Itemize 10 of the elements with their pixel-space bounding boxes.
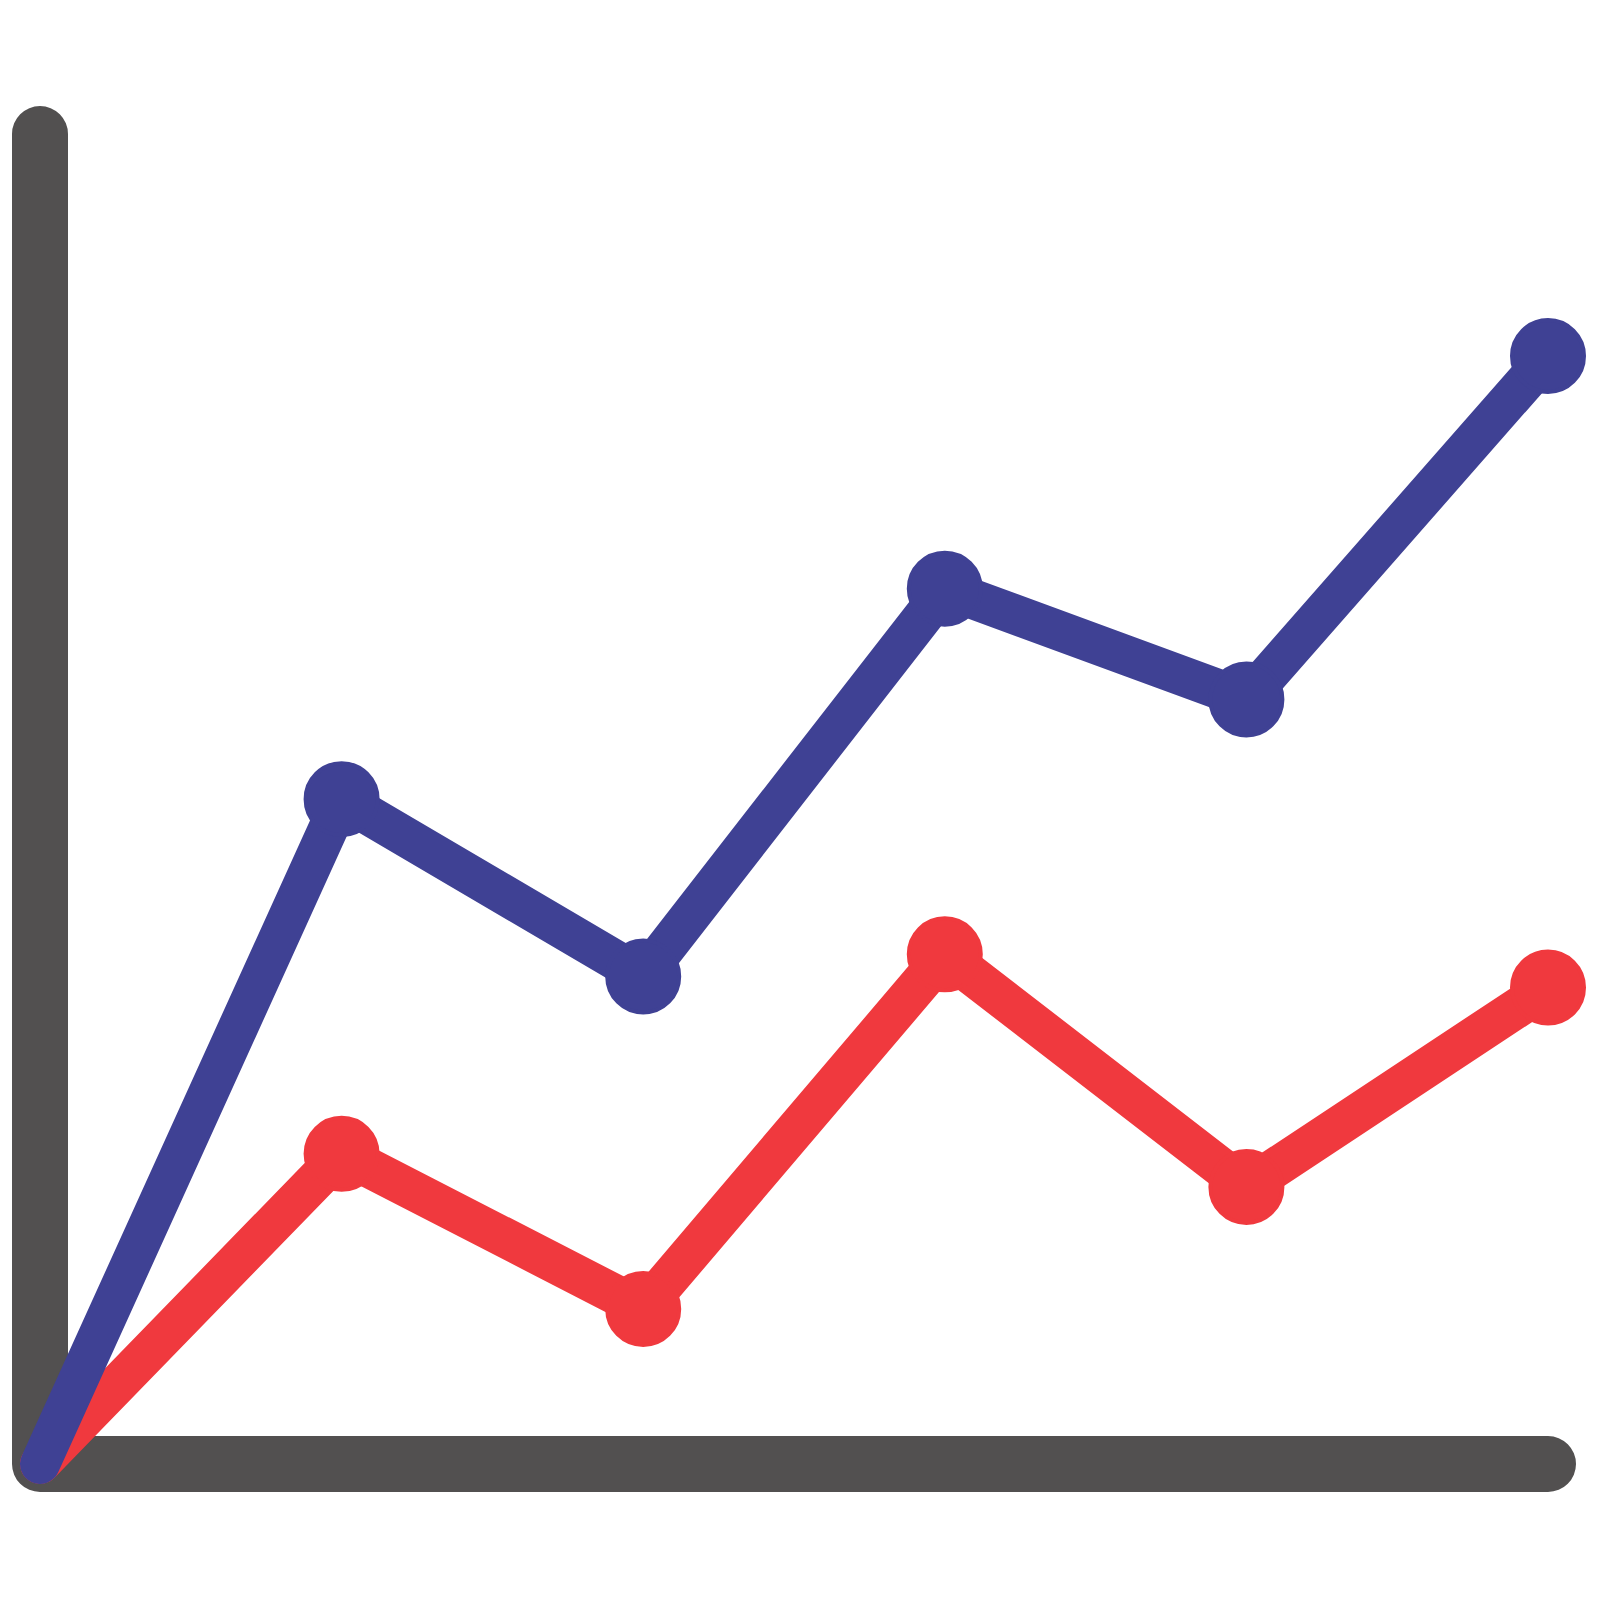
point	[1208, 1149, 1285, 1225]
point	[1510, 318, 1586, 394]
point	[1208, 661, 1285, 738]
point	[605, 938, 682, 1015]
point	[303, 761, 380, 838]
point	[906, 916, 983, 993]
point	[303, 1115, 380, 1192]
point	[906, 550, 983, 627]
point	[605, 1270, 682, 1347]
point	[1510, 949, 1586, 1026]
